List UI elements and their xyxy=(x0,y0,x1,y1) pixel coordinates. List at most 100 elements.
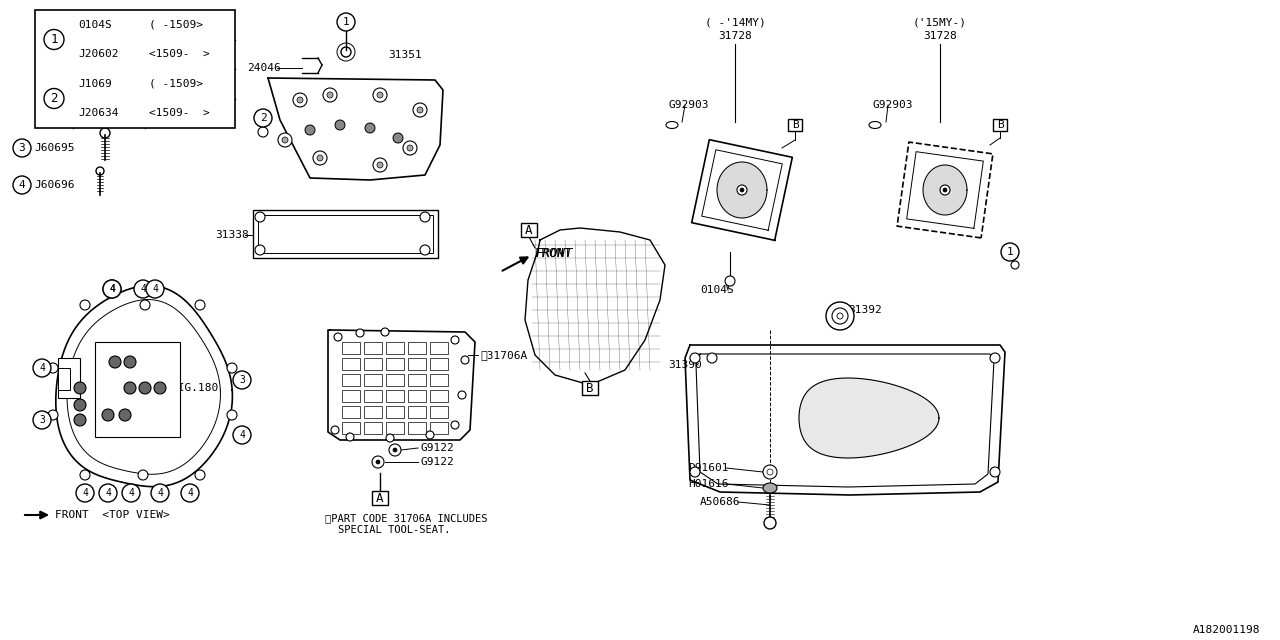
Text: 3: 3 xyxy=(40,415,45,425)
Text: ※31706A: ※31706A xyxy=(480,350,527,360)
Circle shape xyxy=(389,444,401,456)
Bar xyxy=(387,406,404,418)
Bar xyxy=(387,374,404,386)
Circle shape xyxy=(314,151,326,165)
Circle shape xyxy=(278,133,292,147)
Text: ('15MY-): ('15MY-) xyxy=(913,17,966,27)
Circle shape xyxy=(102,280,122,298)
Circle shape xyxy=(76,484,93,502)
Circle shape xyxy=(832,308,849,324)
Circle shape xyxy=(372,88,387,102)
Circle shape xyxy=(140,300,150,310)
Bar xyxy=(364,390,381,402)
Polygon shape xyxy=(717,162,767,218)
Bar xyxy=(342,422,360,434)
Bar xyxy=(342,358,360,370)
Text: 31728: 31728 xyxy=(923,31,957,41)
Circle shape xyxy=(378,162,383,168)
Bar xyxy=(364,422,381,434)
Circle shape xyxy=(737,185,748,195)
Text: FRONT: FRONT xyxy=(535,246,572,259)
Circle shape xyxy=(346,433,355,441)
Text: G92903: G92903 xyxy=(668,100,709,110)
Text: <1509-  >: <1509- > xyxy=(148,49,210,60)
Circle shape xyxy=(407,145,413,151)
Bar xyxy=(253,210,438,258)
Circle shape xyxy=(420,245,430,255)
Circle shape xyxy=(99,484,116,502)
Text: 4: 4 xyxy=(40,363,45,373)
Circle shape xyxy=(381,328,389,336)
Text: 3: 3 xyxy=(19,143,26,153)
Circle shape xyxy=(154,382,166,394)
Bar xyxy=(58,368,70,390)
Circle shape xyxy=(943,188,947,192)
Text: 4: 4 xyxy=(128,488,134,498)
Circle shape xyxy=(393,133,403,143)
Text: ※PART CODE 31706A INCLUDES: ※PART CODE 31706A INCLUDES xyxy=(325,513,488,523)
Text: A: A xyxy=(376,492,384,504)
Circle shape xyxy=(1011,261,1019,269)
Bar xyxy=(788,119,803,131)
Text: G92903: G92903 xyxy=(872,100,913,110)
Circle shape xyxy=(372,456,384,468)
Text: 31351: 31351 xyxy=(388,50,421,60)
Circle shape xyxy=(764,517,776,529)
Bar xyxy=(364,406,381,418)
Text: 2: 2 xyxy=(260,113,266,123)
Circle shape xyxy=(81,300,90,310)
Circle shape xyxy=(44,88,64,109)
Bar xyxy=(364,342,381,354)
Bar xyxy=(408,342,426,354)
Text: 1: 1 xyxy=(1006,247,1014,257)
Circle shape xyxy=(122,484,140,502)
Text: 4: 4 xyxy=(140,284,146,294)
Circle shape xyxy=(690,353,700,363)
Bar xyxy=(387,390,404,402)
Circle shape xyxy=(44,29,64,49)
Text: G9122: G9122 xyxy=(420,457,453,467)
Bar xyxy=(430,358,448,370)
Circle shape xyxy=(253,109,273,127)
Circle shape xyxy=(140,382,151,394)
Circle shape xyxy=(707,353,717,363)
Circle shape xyxy=(227,363,237,373)
Text: J20602: J20602 xyxy=(78,49,119,60)
Circle shape xyxy=(195,470,205,480)
Circle shape xyxy=(124,356,136,368)
Bar xyxy=(364,374,381,386)
Polygon shape xyxy=(691,140,792,241)
Circle shape xyxy=(940,185,950,195)
Polygon shape xyxy=(268,78,443,180)
Text: B: B xyxy=(997,120,1004,130)
Text: FRONT  <TOP VIEW>: FRONT <TOP VIEW> xyxy=(55,510,170,520)
Circle shape xyxy=(138,470,148,480)
Text: <1509-  >: <1509- > xyxy=(148,108,210,118)
Text: 31392: 31392 xyxy=(849,305,882,315)
Circle shape xyxy=(334,333,342,341)
Bar xyxy=(430,342,448,354)
Circle shape xyxy=(451,421,460,429)
Polygon shape xyxy=(328,330,475,440)
Circle shape xyxy=(81,470,90,480)
Circle shape xyxy=(740,188,744,192)
Text: 4: 4 xyxy=(157,488,163,498)
Circle shape xyxy=(297,97,303,103)
Circle shape xyxy=(365,123,375,133)
Circle shape xyxy=(393,448,397,452)
Text: A: A xyxy=(525,223,532,237)
Circle shape xyxy=(332,426,339,434)
Bar xyxy=(387,358,404,370)
Circle shape xyxy=(74,414,86,426)
Bar xyxy=(259,215,433,253)
Bar xyxy=(342,342,360,354)
Circle shape xyxy=(1001,243,1019,261)
Text: G9122: G9122 xyxy=(420,443,453,453)
Bar xyxy=(408,358,426,370)
Bar xyxy=(430,406,448,418)
Bar xyxy=(342,390,360,402)
Bar xyxy=(408,374,426,386)
Circle shape xyxy=(146,280,164,298)
Bar xyxy=(387,342,404,354)
Text: 4: 4 xyxy=(109,284,115,294)
